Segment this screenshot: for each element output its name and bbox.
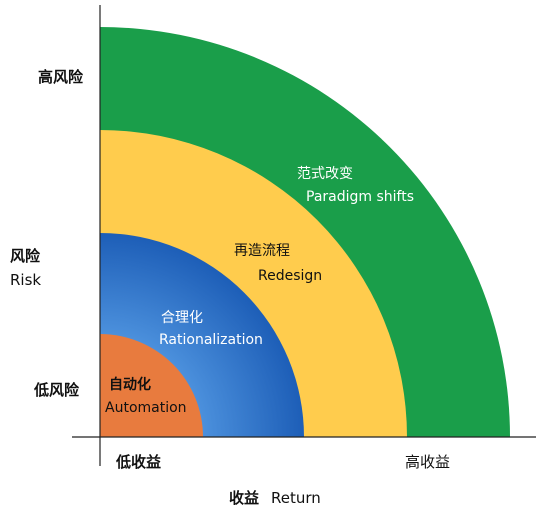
paradigm-shifts-label-en: Paradigm shifts [306,189,414,205]
paradigm-shifts-label-cn: 范式改变 [297,165,353,182]
x-axis-high-label: 高收益 [405,453,450,471]
x-axis-title-cn: 收益 [229,489,259,507]
y-axis-high-label: 高风险 [38,68,84,86]
x-axis-title-en: Return [271,489,321,507]
automation-label-cn: 自动化 [109,376,151,393]
rationalization-label-en: Rationalization [159,332,263,348]
redesign-label-en: Redesign [258,268,322,284]
x-axis-low-label: 低收益 [115,453,161,471]
rationalization-label-cn: 合理化 [161,310,203,326]
redesign-label-cn: 再造流程 [234,243,290,259]
y-axis-title-en: Risk [10,271,41,289]
automation-label-en: Automation [105,400,187,416]
y-axis-low-label: 低风险 [33,381,80,399]
y-axis-title-cn: 风险 [10,247,41,265]
band-automation [100,334,203,437]
